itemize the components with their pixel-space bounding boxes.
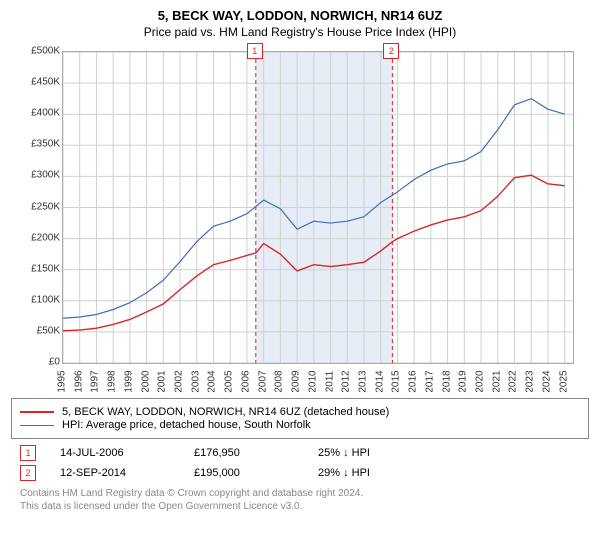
footer-line-1: Contains HM Land Registry data © Crown c… bbox=[20, 488, 363, 499]
page-title: 5, BECK WAY, LODDON, NORWICH, NR14 6UZ bbox=[10, 8, 590, 23]
legend: 5, BECK WAY, LODDON, NORWICH, NR14 6UZ (… bbox=[11, 398, 589, 439]
event-number-box: 1 bbox=[20, 445, 36, 461]
event-marker-1: 1 bbox=[247, 43, 263, 59]
x-tick-label: 2006 bbox=[240, 370, 251, 392]
x-tick-label: 1996 bbox=[73, 370, 84, 392]
plot-area bbox=[62, 51, 574, 364]
y-tick-label: £450K bbox=[20, 77, 60, 88]
event-date: 12-SEP-2014 bbox=[60, 467, 170, 479]
legend-label: HPI: Average price, detached house, Sout… bbox=[62, 419, 311, 431]
x-tick-label: 1997 bbox=[90, 370, 101, 392]
x-tick-label: 2000 bbox=[140, 370, 151, 392]
x-tick-label: 2003 bbox=[190, 370, 201, 392]
legend-row: HPI: Average price, detached house, Sout… bbox=[20, 419, 580, 431]
event-delta: 29% ↓ HPI bbox=[318, 467, 418, 479]
y-tick-label: £250K bbox=[20, 201, 60, 212]
x-tick-label: 2011 bbox=[324, 371, 335, 393]
page-subtitle: Price paid vs. HM Land Registry's House … bbox=[10, 25, 590, 39]
x-tick-label: 2012 bbox=[341, 370, 352, 392]
price-chart: 1 2 £0 £50K £100K £150K £200K £250K £300K £350K £4… bbox=[20, 45, 580, 390]
x-tick-label: 2007 bbox=[257, 370, 268, 392]
x-tick-label: 2024 bbox=[541, 370, 552, 392]
x-tick-label: 1995 bbox=[57, 370, 68, 392]
y-tick-label: £300K bbox=[20, 170, 60, 181]
footer-line-2: This data is licensed under the Open Gov… bbox=[20, 501, 302, 512]
event-row: 2 12-SEP-2014 £195,000 29% ↓ HPI bbox=[20, 465, 580, 481]
legend-label: 5, BECK WAY, LODDON, NORWICH, NR14 6UZ (… bbox=[62, 406, 389, 418]
x-tick-label: 2022 bbox=[508, 370, 519, 392]
y-tick-label: £100K bbox=[20, 294, 60, 305]
event-date: 14-JUL-2006 bbox=[60, 447, 170, 459]
event-marker-2: 2 bbox=[383, 43, 399, 59]
y-tick-label: £350K bbox=[20, 139, 60, 150]
y-tick-label: £0 bbox=[20, 357, 60, 368]
x-tick-label: 2008 bbox=[274, 370, 285, 392]
x-tick-label: 2025 bbox=[558, 370, 569, 392]
x-tick-label: 2009 bbox=[291, 370, 302, 392]
x-tick-label: 2023 bbox=[525, 370, 536, 392]
x-tick-label: 1998 bbox=[107, 370, 118, 392]
event-delta: 25% ↓ HPI bbox=[318, 447, 418, 459]
y-tick-label: £150K bbox=[20, 263, 60, 274]
y-tick-label: £500K bbox=[20, 46, 60, 57]
x-tick-label: 2016 bbox=[408, 370, 419, 392]
x-tick-label: 2013 bbox=[357, 370, 368, 392]
x-tick-label: 2017 bbox=[424, 370, 435, 392]
legend-swatch bbox=[20, 425, 54, 426]
y-tick-label: £50K bbox=[20, 325, 60, 336]
legend-swatch bbox=[20, 411, 54, 413]
x-tick-label: 2001 bbox=[157, 370, 168, 392]
y-tick-label: £400K bbox=[20, 108, 60, 119]
x-tick-label: 2004 bbox=[207, 370, 218, 392]
event-table: 1 14-JUL-2006 £176,950 25% ↓ HPI 2 12-SEP-201… bbox=[20, 445, 580, 481]
x-tick-label: 2020 bbox=[475, 370, 486, 392]
x-tick-label: 2015 bbox=[391, 370, 402, 392]
y-tick-label: £200K bbox=[20, 232, 60, 243]
x-tick-label: 2014 bbox=[374, 370, 385, 392]
x-tick-label: 2005 bbox=[224, 370, 235, 392]
x-tick-label: 2018 bbox=[441, 370, 452, 392]
x-tick-label: 2002 bbox=[174, 370, 185, 392]
x-tick-label: 2021 bbox=[491, 370, 502, 392]
event-price: £176,950 bbox=[194, 447, 294, 459]
event-row: 1 14-JUL-2006 £176,950 25% ↓ HPI bbox=[20, 445, 580, 461]
x-tick-label: 2019 bbox=[458, 370, 469, 392]
x-tick-label: 1999 bbox=[123, 370, 134, 392]
event-number-box: 2 bbox=[20, 465, 36, 481]
legend-row: 5, BECK WAY, LODDON, NORWICH, NR14 6UZ (… bbox=[20, 406, 580, 418]
event-price: £195,000 bbox=[194, 467, 294, 479]
x-tick-label: 2010 bbox=[307, 370, 318, 392]
footer-attribution: Contains HM Land Registry data © Crown c… bbox=[20, 487, 580, 513]
